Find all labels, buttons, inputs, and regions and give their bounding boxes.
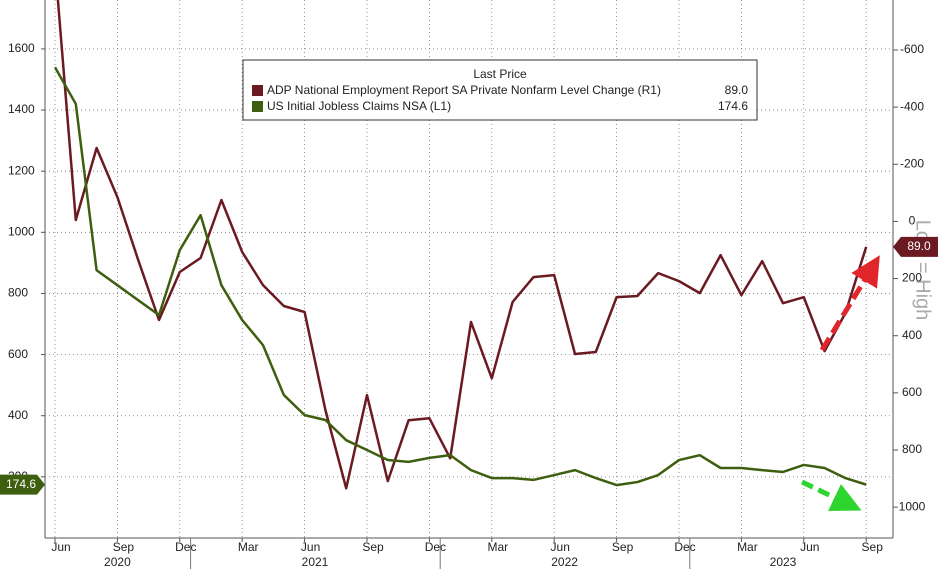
legend-value: 89.0 — [725, 83, 749, 97]
legend-swatch — [252, 101, 263, 112]
y2-tick-label: -600 — [900, 42, 924, 56]
x-tick-label: Dec — [425, 540, 446, 554]
down-arrow — [800, 479, 862, 512]
y-tick-label: 1400 — [8, 102, 35, 116]
y2-tick-label: 1000 — [899, 499, 926, 513]
legend-label: US Initial Jobless Claims NSA (L1) — [267, 99, 451, 113]
legend-value: 174.6 — [718, 99, 748, 113]
x-tick-label: Dec — [175, 540, 196, 554]
last-price-tag — [0, 474, 45, 495]
y-tick-label: 600 — [8, 347, 28, 361]
year-label: 2020 — [104, 555, 131, 569]
x-tick-label: Sep — [612, 540, 634, 554]
y-tick-label: 400 — [8, 408, 28, 422]
legend-label: ADP National Employment Report SA Privat… — [267, 83, 661, 97]
year-label: 2023 — [770, 555, 797, 569]
series-line — [56, 0, 868, 490]
legend-title: Last Price — [473, 67, 527, 81]
x-tick-label: Jun — [551, 540, 570, 554]
x-tick-label: Dec — [674, 540, 695, 554]
y-tick-label: 800 — [8, 286, 28, 300]
y-tick-label: 1200 — [8, 163, 35, 177]
y2-tick-label: -200 — [900, 156, 924, 170]
y-tick-label: 1000 — [8, 224, 35, 238]
x-tick-label: Mar — [487, 540, 508, 554]
last-price-tag — [893, 236, 938, 257]
legend-swatch — [252, 85, 263, 96]
y2-tick-label: -400 — [900, 99, 924, 113]
last-price-label: 174.6 — [6, 477, 36, 491]
x-tick-label: Sep — [862, 540, 884, 554]
y-tick-label: 1600 — [8, 41, 35, 55]
up-arrow — [819, 255, 880, 352]
y2-tick-label: 400 — [902, 328, 922, 342]
y2-tick-label: 600 — [902, 385, 922, 399]
year-label: 2022 — [551, 555, 578, 569]
last-price-label: 89.0 — [907, 239, 931, 253]
x-tick-label: Mar — [737, 540, 758, 554]
x-tick-label: Jun — [51, 540, 70, 554]
year-label: 2021 — [302, 555, 329, 569]
x-tick-label: Jun — [301, 540, 320, 554]
y2-tick-label: 0 — [909, 214, 916, 228]
legend-box — [242, 59, 758, 121]
x-tick-label: Sep — [113, 540, 135, 554]
x-tick-label: Jun — [800, 540, 819, 554]
y2-tick-label: 800 — [902, 442, 922, 456]
x-tick-label: Mar — [238, 540, 259, 554]
x-tick-label: Sep — [362, 540, 384, 554]
series-line — [53, 66, 867, 487]
y2-tick-label: 200 — [902, 271, 922, 285]
legend: Last Price ADP National Employment Repor… — [242, 59, 758, 121]
